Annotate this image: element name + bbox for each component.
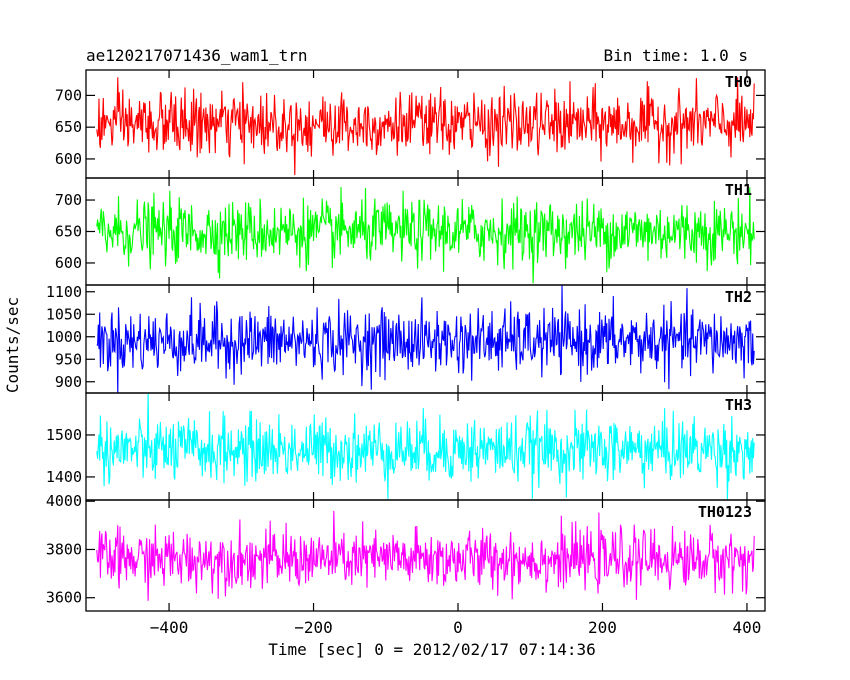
- panel-th1: 600 650 700 TH1: [55, 177, 766, 286]
- y-tick-label: 700: [55, 191, 82, 209]
- panel-name-label: TH2: [725, 288, 752, 306]
- panel-th0: 600 650 700 TH0: [55, 69, 766, 179]
- panel-name-label: TH0123: [698, 503, 752, 521]
- y-tick-label: 1050: [46, 305, 82, 323]
- panel-name-label: TH1: [725, 181, 752, 199]
- x-tick-label: 200: [588, 618, 617, 637]
- series-line-th0123: [96, 510, 755, 601]
- panel-stack: 600 650 700 TH0 600 650 700 TH1 900 950 1000 1050 11…: [46, 69, 766, 612]
- panel-th2: 900 950 1000 1050 1100 TH2: [46, 283, 766, 394]
- y-tick-label: 1500: [46, 426, 82, 444]
- bin-time-label: Bin time: 1.0 s: [604, 46, 749, 65]
- y-tick-label: 600: [55, 150, 82, 168]
- panel-th0123: 3600 3800 4000 TH0123: [46, 492, 766, 612]
- y-tick-label: 3800: [46, 540, 82, 558]
- x-tick-label: 0: [453, 618, 463, 637]
- x-axis: −400 −200 0 200 400: [150, 618, 762, 637]
- series-line-th1: [96, 186, 755, 284]
- x-axis-label: Time [sec] 0 = 2012/02/17 07:14:36: [268, 640, 596, 659]
- panel-th3: 1400 1500 TH3: [46, 392, 766, 501]
- panel-name-label: TH0: [725, 73, 752, 91]
- y-tick-label: 3600: [46, 589, 82, 607]
- y-tick-label: 600: [55, 254, 82, 272]
- chart-title: ae120217071436_wam1_trn: [86, 46, 308, 65]
- y-axis-label: Counts/sec: [3, 297, 22, 393]
- y-tick-label: 950: [55, 350, 82, 368]
- y-tick-label: 650: [55, 223, 82, 241]
- y-tick-label: 4000: [46, 492, 82, 510]
- x-tick-label: −200: [294, 618, 333, 637]
- series-line-th0: [96, 77, 755, 176]
- series-line-th3: [96, 393, 755, 500]
- y-tick-label: 1400: [46, 468, 82, 486]
- y-tick-label: 650: [55, 118, 82, 136]
- y-tick-label: 1100: [46, 283, 82, 301]
- x-tick-label: −400: [150, 618, 189, 637]
- series-line-th2: [96, 285, 755, 393]
- y-tick-label: 700: [55, 86, 82, 104]
- y-tick-label: 900: [55, 373, 82, 391]
- y-tick-label: 1000: [46, 328, 82, 346]
- panel-frame: [85, 499, 766, 612]
- x-tick-label: 400: [732, 618, 761, 637]
- panel-name-label: TH3: [725, 396, 752, 414]
